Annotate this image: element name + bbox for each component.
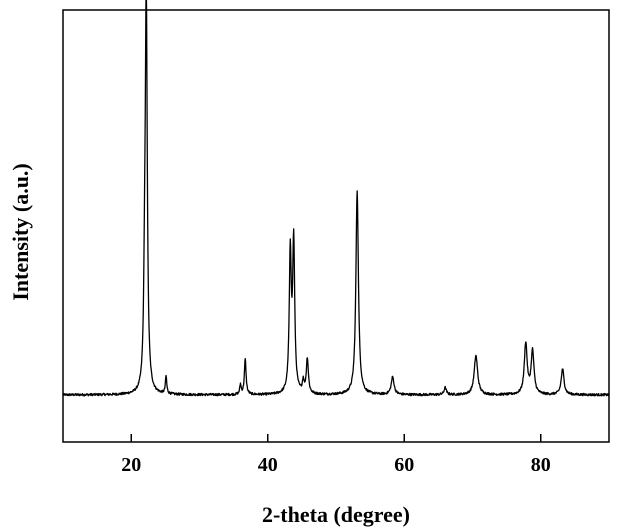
x-axis-title: 2-theta (degree) <box>262 502 410 527</box>
plot-frame <box>62 9 610 443</box>
x-tick-label-60: 60 <box>394 454 414 476</box>
x-tick-label-20: 20 <box>121 454 141 476</box>
xrd-pattern-line <box>62 0 610 397</box>
x-tick-label-40: 40 <box>258 454 278 476</box>
x-axis-ticks <box>130 434 542 442</box>
x-axis-tick-labels: 20 40 60 80 <box>121 454 551 476</box>
x-tick-label-80: 80 <box>531 454 551 476</box>
y-axis-title: Intensity (a.u.) <box>8 163 33 301</box>
